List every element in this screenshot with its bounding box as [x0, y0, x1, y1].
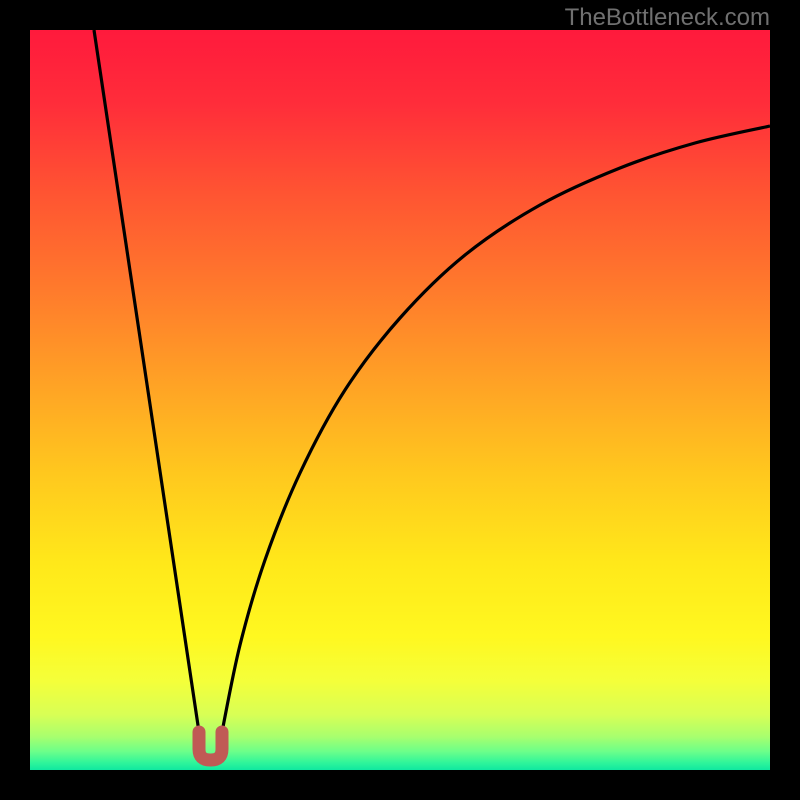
curve-foot-u-marker: [199, 732, 222, 760]
chart-frame: [0, 0, 800, 800]
left-descending-curve: [94, 30, 199, 732]
right-ascending-curve: [222, 126, 770, 732]
watermark-text: TheBottleneck.com: [565, 4, 770, 32]
plot-area: [30, 30, 770, 770]
bottleneck-curves: [30, 30, 770, 770]
